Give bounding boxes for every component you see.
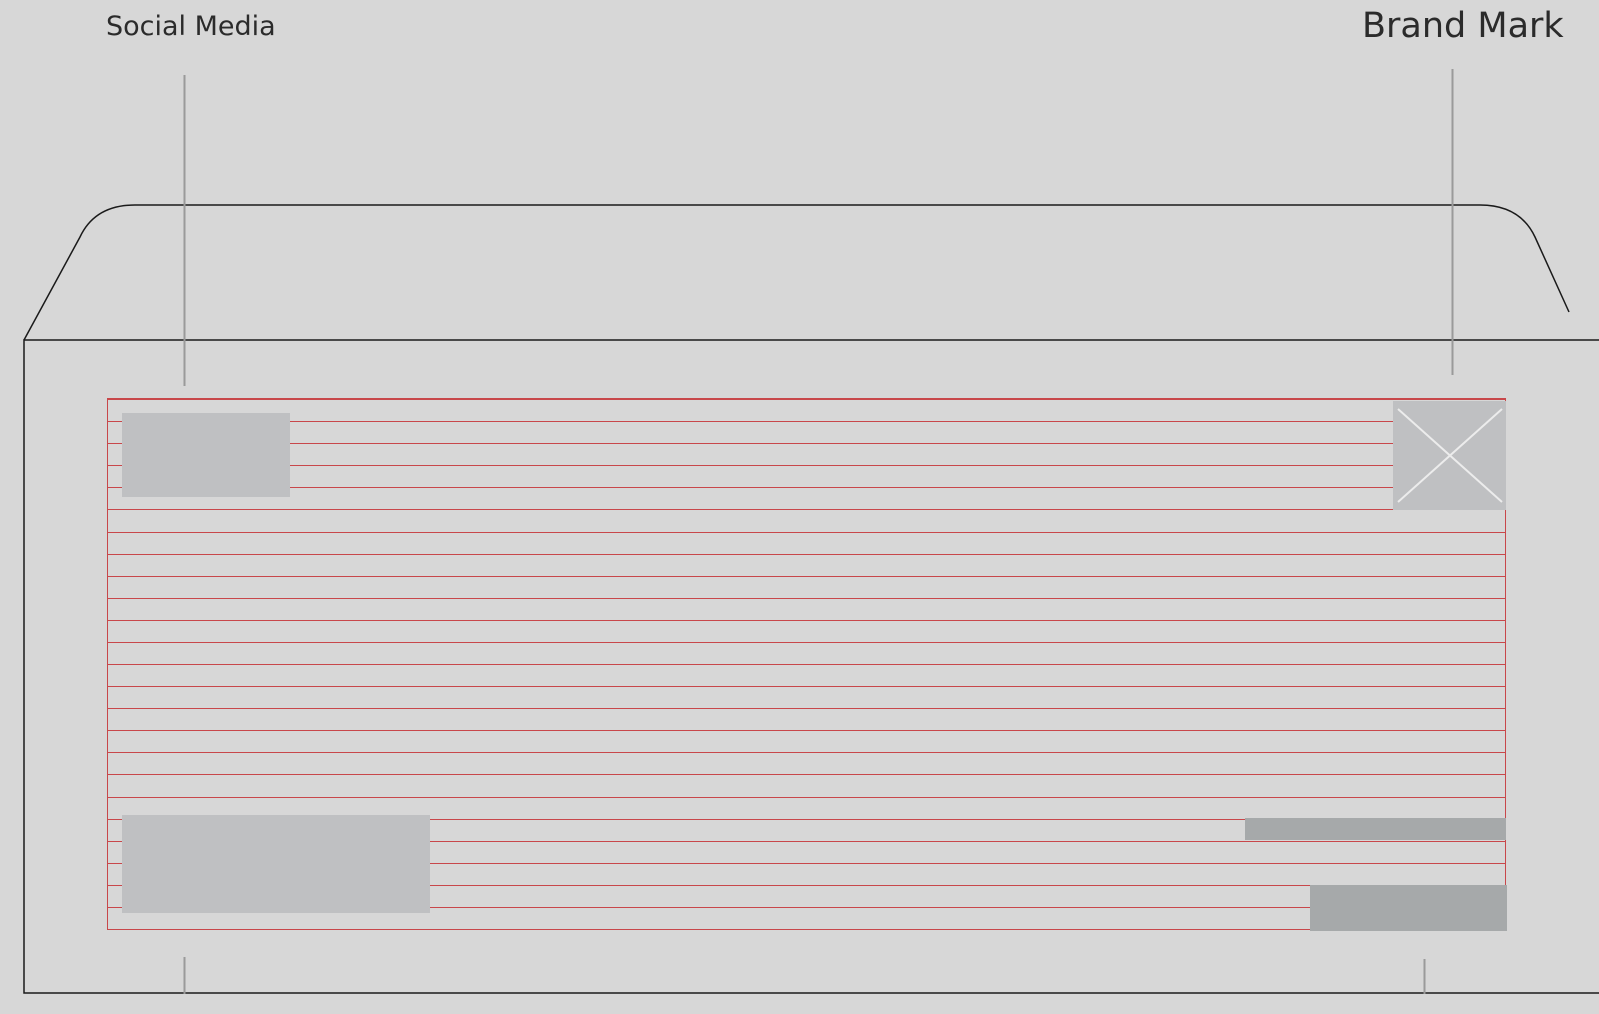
bottom-right-bar-placeholder: [1245, 818, 1506, 840]
brand-mark-callout-label: Brand Mark: [1362, 6, 1564, 46]
envelope-flap-outline: [23, 204, 1570, 341]
envelope-body-outline: [23, 339, 1599, 994]
bottom-left-placeholder: [122, 815, 430, 913]
content-area-frame: [107, 398, 1506, 930]
social-media-callout-label: Social Media: [106, 11, 276, 42]
bottom-right-block-placeholder: [1310, 885, 1507, 931]
social-media-placeholder: [122, 413, 290, 497]
baseline-guide-lines: [107, 399, 1506, 930]
brand-mark-placeholder: [1393, 401, 1506, 510]
